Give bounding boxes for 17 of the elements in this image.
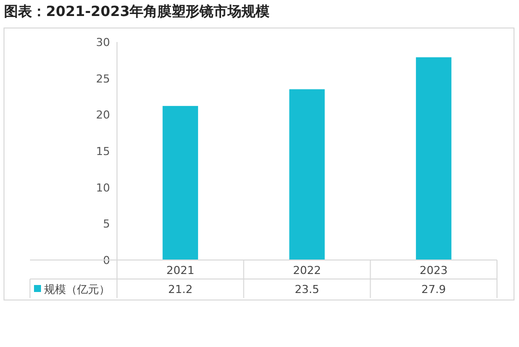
y-tick-label: 20 [96,108,110,122]
data-label: 21.2 [168,283,193,296]
chart-title: 图表：2021-2023年角膜塑形镜市场规模 [4,3,271,20]
legend-label: 规模（亿元） [44,283,110,296]
bar [289,89,325,260]
x-tick-label: 2022 [293,264,321,277]
y-tick-label: 15 [96,145,110,158]
data-label: 23.5 [294,283,320,296]
data-label: 27.9 [421,283,446,296]
x-tick-label: 2023 [420,264,448,277]
bar [162,106,198,260]
bar [416,57,452,260]
y-tick-label: 30 [96,36,110,49]
x-tick-label: 2021 [166,264,194,277]
y-tick-label: 10 [96,181,110,194]
y-tick-label: 25 [96,72,110,86]
y-tick-label: 5 [103,218,110,231]
